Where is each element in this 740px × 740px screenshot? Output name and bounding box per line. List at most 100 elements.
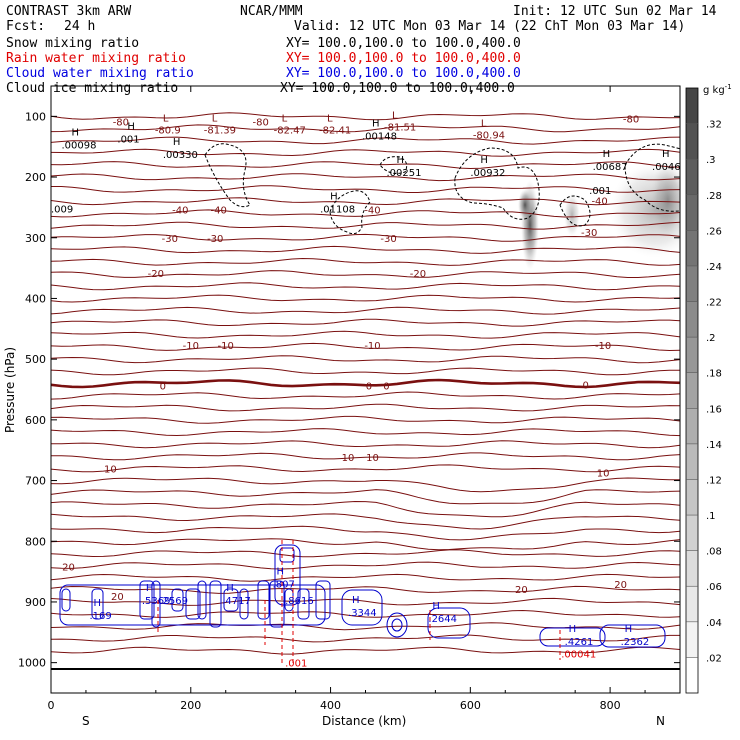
isotherm-label: -30 bbox=[581, 228, 597, 239]
y-tick-label: 100 bbox=[25, 110, 46, 123]
isotherm-label: 0 bbox=[366, 381, 372, 392]
low-value: -81.39 bbox=[204, 126, 236, 137]
high-marker: H bbox=[480, 155, 488, 166]
colorbar-swatch bbox=[686, 621, 698, 658]
x-tick-label: 800 bbox=[600, 699, 621, 712]
isotherm-line bbox=[51, 124, 680, 133]
isotherm-line bbox=[51, 585, 680, 594]
isotherm-line bbox=[51, 513, 680, 530]
y-tick-label: 800 bbox=[25, 535, 46, 548]
colorbar-frame bbox=[685, 87, 699, 694]
field-name-rain: Rain water mixing ratio bbox=[6, 51, 186, 66]
max-value: .01108 bbox=[320, 204, 355, 215]
isotherm-label: -40 bbox=[591, 196, 607, 207]
cloud-contour bbox=[223, 588, 239, 612]
isotherm-label: -30 bbox=[380, 234, 396, 245]
colorbar-tick-label: .26 bbox=[706, 226, 722, 237]
isotherm-line bbox=[51, 489, 680, 505]
colorbar-tick-label: .04 bbox=[706, 618, 722, 629]
colorbar-swatch bbox=[686, 159, 698, 196]
ice-contour bbox=[454, 147, 540, 220]
cloud-contour bbox=[61, 588, 71, 612]
cloud-value: .4261 bbox=[565, 637, 594, 648]
cloud-high-marker: H bbox=[432, 601, 440, 612]
cloud-high-marker: H bbox=[352, 595, 360, 606]
low-marker: L bbox=[212, 114, 218, 125]
colorbar-tick-label: .16 bbox=[706, 404, 722, 415]
isotherm-line bbox=[51, 245, 680, 254]
isotherm-line bbox=[51, 428, 680, 437]
low-marker: L bbox=[327, 114, 333, 125]
isotherm-line bbox=[51, 452, 680, 461]
isotherm-line bbox=[51, 549, 680, 558]
ice-contour bbox=[379, 156, 408, 174]
isotherm-line bbox=[51, 464, 680, 473]
max-value: .00251 bbox=[386, 168, 421, 179]
isotherm-label: -10 bbox=[183, 341, 199, 352]
colorbar-swatch bbox=[686, 337, 698, 374]
isotherm-label: -30 bbox=[207, 234, 223, 245]
isotherm-line bbox=[51, 597, 680, 606]
low-value: -80.9 bbox=[155, 126, 181, 137]
isotherm-line bbox=[51, 415, 680, 424]
isotherm-label: -10 bbox=[595, 341, 611, 352]
colorbar-tick-label: .32 bbox=[706, 120, 722, 131]
cloud-value: .169 bbox=[89, 611, 111, 622]
field-name-cloud: Cloud water mixing ratio bbox=[6, 66, 194, 81]
y-tick-label: 700 bbox=[25, 475, 46, 488]
colorbar-tick-label: .1 bbox=[706, 511, 716, 522]
cloud-value: .8616 bbox=[285, 596, 314, 607]
low-value: -80.94 bbox=[473, 130, 505, 141]
isotherm-line bbox=[51, 500, 680, 518]
colorbar-tick-label: .14 bbox=[706, 440, 722, 451]
isotherm-line bbox=[51, 573, 680, 582]
cloud-contour bbox=[391, 618, 403, 632]
isotherm-line bbox=[51, 330, 680, 339]
colorbar-swatch bbox=[686, 479, 698, 516]
ice-contour bbox=[624, 143, 680, 212]
isotherm-line bbox=[51, 306, 680, 315]
isotherm-line bbox=[51, 355, 680, 364]
isotherm-label: -10 bbox=[364, 341, 380, 352]
colorbar-swatch bbox=[686, 194, 698, 231]
isotherm-label: 20 bbox=[515, 585, 528, 596]
isotherm-line bbox=[51, 646, 680, 655]
max-value: .00098 bbox=[61, 141, 96, 152]
isotherm-label: -80 bbox=[252, 117, 268, 128]
high-marker: H bbox=[173, 137, 181, 148]
cloud-high-marker: H bbox=[93, 598, 101, 609]
isotherm-label: -20 bbox=[148, 269, 164, 280]
cloud-value: .807 bbox=[273, 580, 295, 591]
isotherm-line bbox=[51, 342, 680, 352]
isotherm-line bbox=[51, 282, 680, 291]
y-tick-label: 500 bbox=[25, 353, 46, 366]
isotherm-label: 20 bbox=[614, 580, 627, 591]
cloud-contour bbox=[599, 624, 666, 648]
colorbar-tick-label: .3 bbox=[706, 155, 716, 166]
colorbar-swatch bbox=[686, 443, 698, 480]
ice-contour bbox=[329, 190, 371, 235]
isotherm-line bbox=[51, 136, 680, 145]
colorbar-unit: g kg-1 bbox=[703, 83, 732, 96]
cloud-contour bbox=[185, 588, 201, 620]
colorbar-swatch bbox=[686, 123, 698, 160]
colorbar-swatch bbox=[686, 408, 698, 445]
max-value: .001 bbox=[589, 186, 611, 197]
low-marker: L bbox=[481, 118, 487, 129]
cloud-high-marker: H bbox=[146, 583, 154, 594]
field-xy-rain: XY= 100.0,100.0 to 100.0,400.0 bbox=[286, 51, 521, 66]
isotherm-line bbox=[51, 525, 680, 541]
contour-labels: -80 -80 -80 -40 -40 -40 -40 -30 -30 -30 -30 -20 -20 -… bbox=[51, 110, 680, 669]
colorbar-tick-label: .22 bbox=[706, 298, 722, 309]
colorbar-swatch bbox=[686, 88, 698, 125]
isotherm-line bbox=[51, 609, 680, 618]
colorbar-swatch bbox=[686, 372, 698, 409]
isotherm-label: 10 bbox=[366, 453, 379, 464]
y-tick-label: 200 bbox=[25, 171, 46, 184]
isotherm-line bbox=[51, 634, 680, 643]
cloud-contour bbox=[269, 580, 285, 628]
cloud-contour bbox=[91, 588, 104, 620]
valid-time: Valid: 12 UTC Mon 03 Mar 14 (22 ChT Mon … bbox=[294, 19, 685, 34]
